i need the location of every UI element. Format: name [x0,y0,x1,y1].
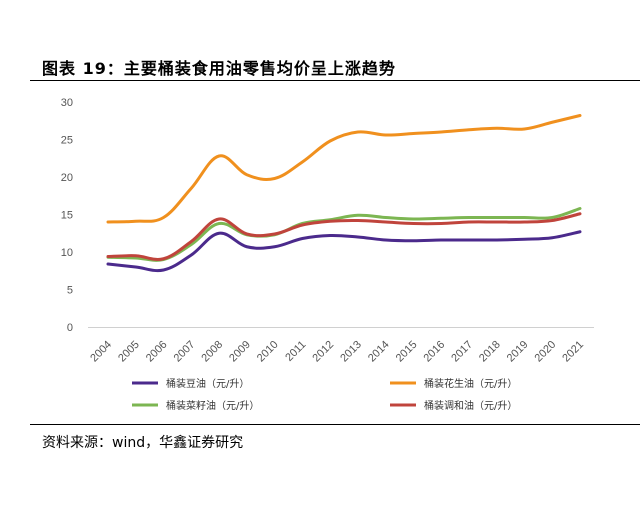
x-tick-label: 2017 [449,339,475,365]
x-tick-label: 2007 [172,339,198,365]
x-tick-label: 2018 [477,339,503,365]
y-tick-label: 10 [61,247,73,259]
x-tick-label: 2013 [338,339,364,365]
figure-title: 图表 19：主要桶装食用油零售均价呈上涨趋势 [42,59,396,78]
legend-label-3: 桶装调和油（元/升） [424,399,517,412]
series-line-2 [106,207,582,262]
x-tick-label: 2019 [505,339,531,365]
y-tick-label: 30 [61,97,73,109]
y-tick-label: 15 [61,210,73,222]
y-axis: 0 5 10 15 20 25 30 [61,97,73,334]
x-tick-label: 2016 [421,339,447,365]
series-line-0 [106,230,582,273]
x-tick-label: 2005 [116,339,142,365]
x-tick-label: 2014 [366,339,392,365]
y-tick-label: 5 [67,285,73,297]
x-tick-label: 2004 [88,339,114,365]
y-tick-label: 25 [61,135,73,147]
source-rule [30,424,640,425]
x-tick-label: 2012 [310,339,336,365]
legend-label-1: 桶装花生油（元/升） [424,377,517,390]
x-tick-label: 2020 [533,339,559,365]
y-tick-label: 0 [67,322,73,334]
legend-label-2: 桶装菜籽油（元/升） [166,399,259,412]
x-tick-label: 2021 [560,339,586,365]
series-line-3 [106,212,582,261]
title-rule [30,80,640,81]
x-tick-label: 2015 [394,339,420,365]
x-tick-label: 2011 [283,339,308,364]
series-lines [106,114,582,273]
x-tick-label: 2008 [199,339,225,365]
series-line-1 [106,114,582,224]
source-note: 资料来源：wind，华鑫证券研究 [42,435,244,451]
chart-legend: 桶装豆油（元/升） 桶装花生油（元/升） 桶装菜籽油（元/升） 桶装调和油（元/升） [132,377,517,412]
y-tick-label: 20 [61,172,73,184]
x-tick-label: 2010 [255,339,281,365]
x-axis: 2004 2005 2006 2007 2008 2009 2010 2011 2012 2013… [88,327,594,365]
x-tick-label: 2006 [144,339,170,365]
x-tick-label: 2009 [227,339,253,365]
legend-label-0: 桶装豆油（元/升） [166,377,249,390]
